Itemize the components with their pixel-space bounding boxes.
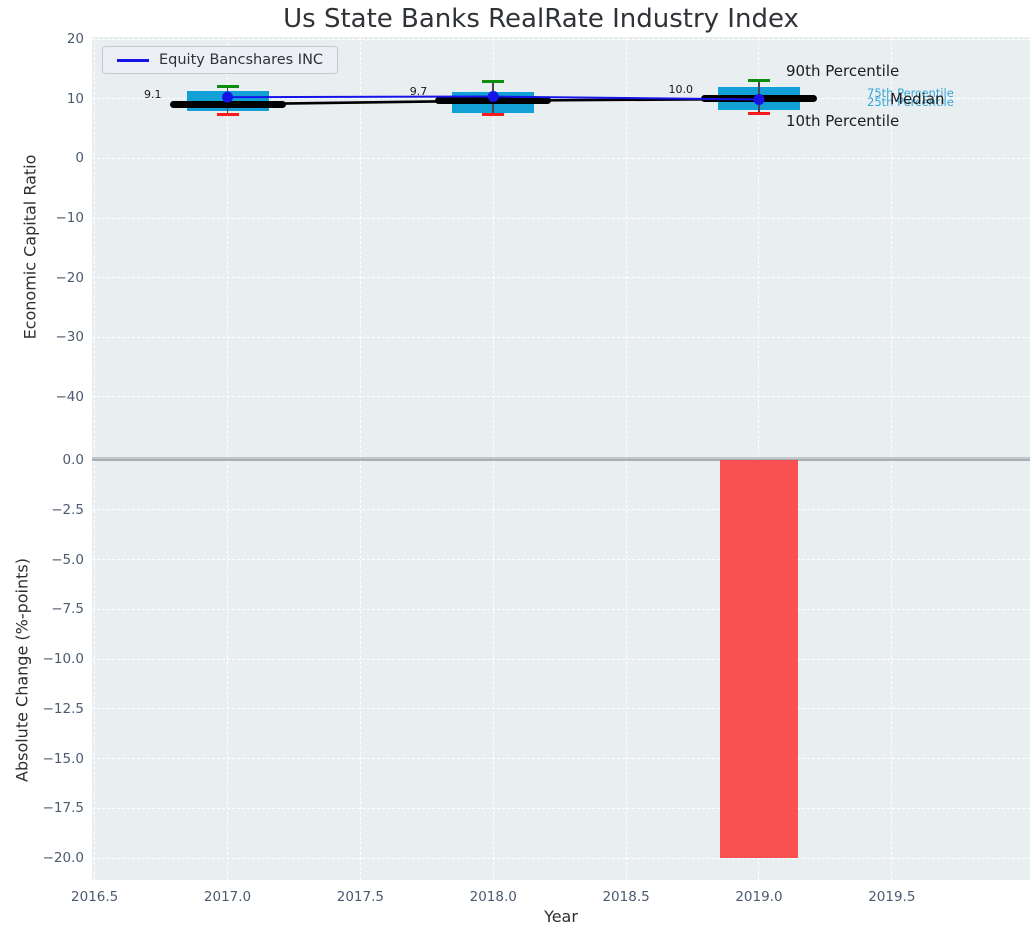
top-y-axis-label: Economic Capital Ratio bbox=[20, 154, 40, 340]
percentile-label-median: Median bbox=[890, 90, 945, 108]
whisker-cap-10th bbox=[482, 112, 505, 116]
x-tick-label: 2018.5 bbox=[602, 889, 650, 905]
equity-marker bbox=[753, 94, 765, 106]
top-y-tick-label: 0 bbox=[75, 150, 84, 167]
gridline-horizontal bbox=[92, 336, 1030, 338]
legend: Equity Bancshares INC bbox=[102, 46, 339, 74]
percentile-label-90: 90th Percentile bbox=[786, 62, 900, 80]
bottom-y-tick-label: −12.5 bbox=[42, 700, 84, 717]
chart-title: Us State Banks RealRate Industry Index bbox=[283, 4, 799, 34]
bottom-y-tick-label: 0.0 bbox=[62, 452, 84, 468]
bottom-y-tick-label: −5.0 bbox=[51, 551, 84, 568]
percentile-label-75: 75th Percentile bbox=[867, 86, 954, 100]
gridline-vertical bbox=[625, 37, 627, 458]
whisker-cap-90th bbox=[747, 78, 770, 82]
x-tick-label: 2017.0 bbox=[203, 889, 252, 905]
whisker-cap-10th bbox=[747, 112, 770, 116]
equity-marker bbox=[222, 91, 234, 103]
whisker-cap-90th bbox=[216, 84, 239, 88]
median-annotation: 9.7 bbox=[409, 84, 428, 98]
gridline-horizontal bbox=[92, 217, 1030, 219]
gridline-horizontal bbox=[92, 157, 1030, 159]
lines-layer bbox=[222, 91, 765, 106]
gridline-horizontal bbox=[92, 98, 1030, 100]
gridline-horizontal bbox=[92, 396, 1030, 398]
bottom-y-tick-label: −2.5 bbox=[51, 501, 84, 518]
gridline-vertical bbox=[227, 37, 229, 458]
gridline-vertical bbox=[891, 460, 893, 880]
gridline-vertical bbox=[758, 37, 760, 458]
top-y-tick-label: 10 bbox=[66, 90, 84, 107]
bottom-axes bbox=[92, 459, 1030, 880]
median-annotation: 9.1 bbox=[144, 88, 162, 102]
bottom-y-tick-label: −7.5 bbox=[51, 601, 84, 618]
gridline-horizontal bbox=[92, 807, 1030, 809]
gridline-vertical bbox=[227, 460, 229, 880]
gridline-vertical bbox=[94, 37, 96, 458]
legend-line-sample bbox=[117, 58, 149, 62]
gridline-horizontal bbox=[92, 658, 1030, 660]
percentile-label-25: 25th Percentile bbox=[867, 95, 954, 109]
zero-line bbox=[92, 459, 1030, 461]
top-axes: 9.1 9.7 10.0 bbox=[92, 37, 1030, 458]
bottom-y-tick-label: −17.5 bbox=[42, 800, 84, 817]
gridline-horizontal bbox=[92, 277, 1030, 279]
x-axis-label: Year bbox=[544, 907, 578, 926]
percentile-label-10: 10th Percentile bbox=[786, 112, 900, 130]
legend-label: Equity Bancshares INC bbox=[159, 52, 324, 68]
gridline-horizontal bbox=[92, 857, 1030, 859]
gridline-vertical bbox=[94, 460, 96, 880]
top-y-tick-label: −30 bbox=[55, 329, 85, 346]
whisker-cap-90th bbox=[482, 79, 505, 83]
top-y-tick-label: −40 bbox=[55, 388, 85, 405]
change-bar-2019 bbox=[719, 460, 798, 859]
gridline-vertical bbox=[359, 37, 361, 458]
whisker-cap-10th bbox=[216, 112, 239, 116]
x-tick-label: 2019.0 bbox=[735, 889, 783, 905]
gridline-horizontal bbox=[92, 38, 1030, 40]
top-y-tick-label: −10 bbox=[55, 210, 85, 227]
gridline-vertical bbox=[625, 460, 627, 880]
x-tick-label: 2017.5 bbox=[336, 889, 384, 905]
median-segment bbox=[169, 100, 286, 108]
bottom-y-tick-label: −10.0 bbox=[42, 651, 84, 668]
bottom-y-tick-label: −15.0 bbox=[42, 750, 84, 767]
gridline-horizontal bbox=[92, 708, 1030, 710]
gridline-vertical bbox=[359, 460, 361, 880]
gridline-vertical bbox=[492, 37, 494, 458]
gridline-horizontal bbox=[92, 758, 1030, 760]
axes-divider bbox=[92, 457, 1030, 459]
gridline-vertical bbox=[891, 37, 893, 458]
median-annotation: 10.0 bbox=[668, 82, 693, 96]
bottom-y-axis-label: Absolute Change (%-points) bbox=[12, 558, 32, 782]
x-tick-label: 2019.5 bbox=[868, 889, 916, 905]
x-tick-label: 2018.0 bbox=[469, 889, 517, 905]
gridline-horizontal bbox=[92, 559, 1030, 561]
gridline-horizontal bbox=[92, 608, 1030, 610]
x-tick-label: 2016.5 bbox=[71, 889, 119, 905]
bottom-y-tick-label: −20.0 bbox=[42, 850, 84, 867]
gridline-vertical bbox=[492, 460, 494, 880]
gridline-horizontal bbox=[92, 509, 1030, 511]
equity-marker bbox=[487, 91, 499, 103]
top-y-tick-label: 20 bbox=[66, 31, 84, 48]
top-y-tick-label: −20 bbox=[55, 269, 85, 286]
